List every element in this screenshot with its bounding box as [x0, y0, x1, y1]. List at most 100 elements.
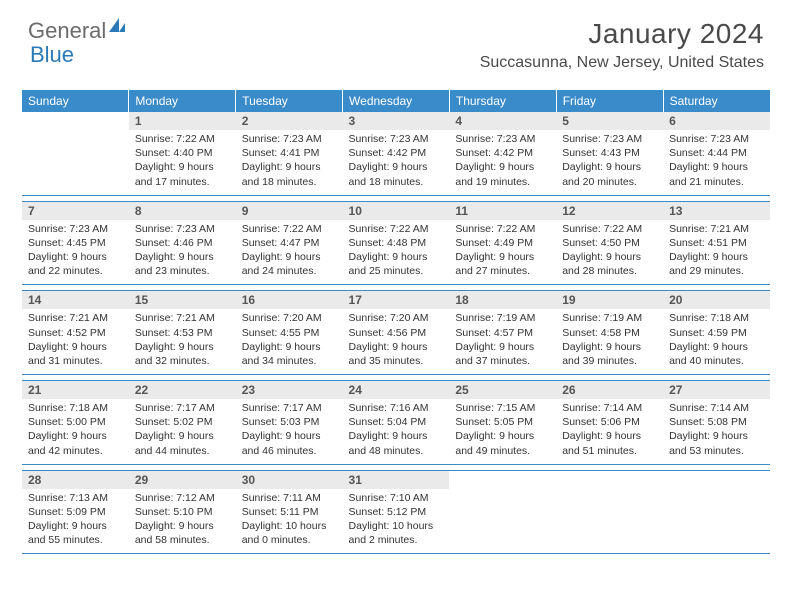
- day-number: 1: [129, 112, 236, 130]
- day-details: Sunrise: 7:23 AMSunset: 4:44 PMDaylight:…: [663, 130, 770, 195]
- calendar-cell: 8Sunrise: 7:23 AMSunset: 4:46 PMDaylight…: [129, 201, 236, 285]
- day-number: 12: [556, 202, 663, 220]
- logo-word2: Blue: [30, 42, 74, 67]
- calendar-cell: 20Sunrise: 7:18 AMSunset: 4:59 PMDayligh…: [663, 291, 770, 375]
- day-details: Sunrise: 7:19 AMSunset: 4:57 PMDaylight:…: [449, 309, 556, 374]
- day-number: 6: [663, 112, 770, 130]
- day-details: Sunrise: 7:11 AMSunset: 5:11 PMDaylight:…: [236, 489, 343, 554]
- title-block: January 2024 Succasunna, New Jersey, Uni…: [480, 18, 764, 72]
- day-number: 21: [22, 381, 129, 399]
- day-number: 31: [343, 471, 450, 489]
- weekday-header: Tuesday: [236, 90, 343, 112]
- calendar-cell: [556, 470, 663, 554]
- calendar-cell: 10Sunrise: 7:22 AMSunset: 4:48 PMDayligh…: [343, 201, 450, 285]
- calendar-cell: 14Sunrise: 7:21 AMSunset: 4:52 PMDayligh…: [22, 291, 129, 375]
- calendar-cell: 27Sunrise: 7:14 AMSunset: 5:08 PMDayligh…: [663, 381, 770, 465]
- calendar-cell: 13Sunrise: 7:21 AMSunset: 4:51 PMDayligh…: [663, 201, 770, 285]
- triangle-icon: [119, 23, 125, 32]
- calendar-cell: 28Sunrise: 7:13 AMSunset: 5:09 PMDayligh…: [22, 470, 129, 554]
- weekday-header: Sunday: [22, 90, 129, 112]
- day-details: Sunrise: 7:23 AMSunset: 4:46 PMDaylight:…: [129, 220, 236, 285]
- calendar-cell: 24Sunrise: 7:16 AMSunset: 5:04 PMDayligh…: [343, 381, 450, 465]
- day-details: Sunrise: 7:23 AMSunset: 4:41 PMDaylight:…: [236, 130, 343, 195]
- day-details: Sunrise: 7:16 AMSunset: 5:04 PMDaylight:…: [343, 399, 450, 464]
- calendar-cell: 3Sunrise: 7:23 AMSunset: 4:42 PMDaylight…: [343, 112, 450, 195]
- calendar-cell: [663, 470, 770, 554]
- day-details: Sunrise: 7:23 AMSunset: 4:42 PMDaylight:…: [449, 130, 556, 195]
- day-details: Sunrise: 7:22 AMSunset: 4:47 PMDaylight:…: [236, 220, 343, 285]
- calendar-cell: 30Sunrise: 7:11 AMSunset: 5:11 PMDayligh…: [236, 470, 343, 554]
- calendar-week: 7Sunrise: 7:23 AMSunset: 4:45 PMDaylight…: [22, 201, 770, 285]
- calendar-cell: 5Sunrise: 7:23 AMSunset: 4:43 PMDaylight…: [556, 112, 663, 195]
- weekday-header: Monday: [129, 90, 236, 112]
- calendar-cell: 22Sunrise: 7:17 AMSunset: 5:02 PMDayligh…: [129, 381, 236, 465]
- calendar-cell: 11Sunrise: 7:22 AMSunset: 4:49 PMDayligh…: [449, 201, 556, 285]
- month-title: January 2024: [480, 18, 764, 50]
- day-details: Sunrise: 7:20 AMSunset: 4:55 PMDaylight:…: [236, 309, 343, 374]
- weekday-header: Wednesday: [343, 90, 450, 112]
- day-number: 9: [236, 202, 343, 220]
- day-details: Sunrise: 7:21 AMSunset: 4:52 PMDaylight:…: [22, 309, 129, 374]
- day-number: 17: [343, 291, 450, 309]
- day-number: 28: [22, 471, 129, 489]
- day-number: 5: [556, 112, 663, 130]
- day-number: 10: [343, 202, 450, 220]
- day-details: Sunrise: 7:14 AMSunset: 5:08 PMDaylight:…: [663, 399, 770, 464]
- calendar-cell: 7Sunrise: 7:23 AMSunset: 4:45 PMDaylight…: [22, 201, 129, 285]
- day-number: 27: [663, 381, 770, 399]
- day-number: 4: [449, 112, 556, 130]
- day-number: 13: [663, 202, 770, 220]
- calendar-cell: 31Sunrise: 7:10 AMSunset: 5:12 PMDayligh…: [343, 470, 450, 554]
- calendar-cell: 4Sunrise: 7:23 AMSunset: 4:42 PMDaylight…: [449, 112, 556, 195]
- day-details: Sunrise: 7:18 AMSunset: 4:59 PMDaylight:…: [663, 309, 770, 374]
- day-details: Sunrise: 7:23 AMSunset: 4:43 PMDaylight:…: [556, 130, 663, 195]
- day-number: 8: [129, 202, 236, 220]
- calendar-cell: 21Sunrise: 7:18 AMSunset: 5:00 PMDayligh…: [22, 381, 129, 465]
- logo: General: [28, 18, 127, 44]
- day-details: Sunrise: 7:13 AMSunset: 5:09 PMDaylight:…: [22, 489, 129, 554]
- day-number: 24: [343, 381, 450, 399]
- calendar-week: 1Sunrise: 7:22 AMSunset: 4:40 PMDaylight…: [22, 112, 770, 195]
- day-details: Sunrise: 7:21 AMSunset: 4:51 PMDaylight:…: [663, 220, 770, 285]
- day-details: [556, 489, 663, 554]
- calendar-cell: 18Sunrise: 7:19 AMSunset: 4:57 PMDayligh…: [449, 291, 556, 375]
- weekday-header: Friday: [556, 90, 663, 112]
- logo-blue-wrap: Blue: [30, 42, 74, 68]
- calendar-cell: [449, 470, 556, 554]
- day-details: Sunrise: 7:21 AMSunset: 4:53 PMDaylight:…: [129, 309, 236, 374]
- weekday-header: Thursday: [449, 90, 556, 112]
- calendar-week: 21Sunrise: 7:18 AMSunset: 5:00 PMDayligh…: [22, 381, 770, 465]
- day-details: Sunrise: 7:20 AMSunset: 4:56 PMDaylight:…: [343, 309, 450, 374]
- day-number: 22: [129, 381, 236, 399]
- calendar-cell: 2Sunrise: 7:23 AMSunset: 4:41 PMDaylight…: [236, 112, 343, 195]
- calendar-header-row: SundayMondayTuesdayWednesdayThursdayFrid…: [22, 90, 770, 112]
- day-details: Sunrise: 7:19 AMSunset: 4:58 PMDaylight:…: [556, 309, 663, 374]
- day-number: [22, 112, 129, 130]
- day-number: 3: [343, 112, 450, 130]
- day-number: 26: [556, 381, 663, 399]
- calendar-cell: 19Sunrise: 7:19 AMSunset: 4:58 PMDayligh…: [556, 291, 663, 375]
- day-number: [449, 471, 556, 489]
- calendar-table: SundayMondayTuesdayWednesdayThursdayFrid…: [22, 90, 770, 554]
- day-number: 25: [449, 381, 556, 399]
- calendar-cell: 1Sunrise: 7:22 AMSunset: 4:40 PMDaylight…: [129, 112, 236, 195]
- calendar-cell: 15Sunrise: 7:21 AMSunset: 4:53 PMDayligh…: [129, 291, 236, 375]
- day-details: Sunrise: 7:22 AMSunset: 4:50 PMDaylight:…: [556, 220, 663, 285]
- day-number: 18: [449, 291, 556, 309]
- day-number: 19: [556, 291, 663, 309]
- day-number: [556, 471, 663, 489]
- day-details: Sunrise: 7:15 AMSunset: 5:05 PMDaylight:…: [449, 399, 556, 464]
- calendar-cell: 26Sunrise: 7:14 AMSunset: 5:06 PMDayligh…: [556, 381, 663, 465]
- day-number: 7: [22, 202, 129, 220]
- day-number: 14: [22, 291, 129, 309]
- day-number: 11: [449, 202, 556, 220]
- day-number: 15: [129, 291, 236, 309]
- header: General January 2024 Succasunna, New Jer…: [0, 0, 792, 80]
- day-number: 16: [236, 291, 343, 309]
- calendar-cell: 29Sunrise: 7:12 AMSunset: 5:10 PMDayligh…: [129, 470, 236, 554]
- logo-word1: General: [28, 18, 106, 44]
- calendar-cell: [22, 112, 129, 195]
- calendar-week: 14Sunrise: 7:21 AMSunset: 4:52 PMDayligh…: [22, 291, 770, 375]
- calendar-cell: 17Sunrise: 7:20 AMSunset: 4:56 PMDayligh…: [343, 291, 450, 375]
- day-details: [663, 489, 770, 554]
